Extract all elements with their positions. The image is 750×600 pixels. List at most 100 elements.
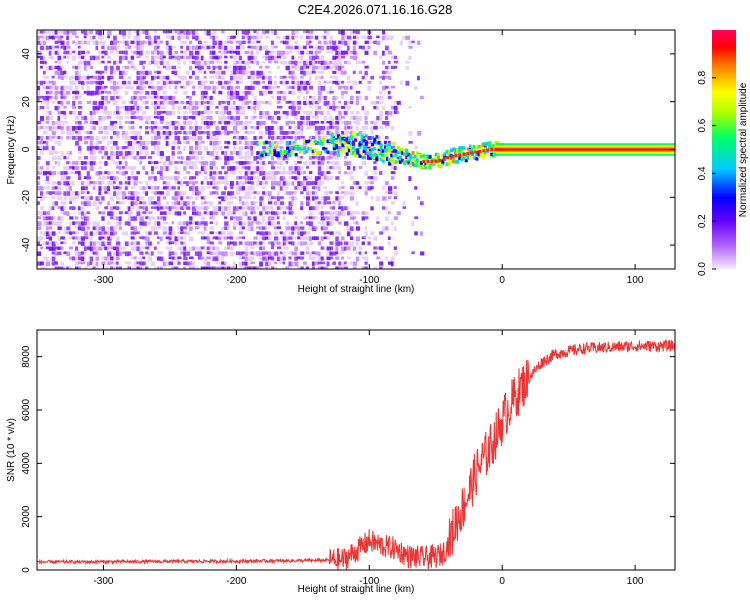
noise-cell: [224, 266, 228, 269]
noise-cell: [268, 60, 272, 64]
noise-cell: [250, 50, 254, 55]
noise-cell: [250, 186, 255, 191]
noise-cell: [107, 211, 112, 216]
noise-cell: [355, 115, 360, 121]
noise-cell: [54, 191, 59, 196]
noise-cell: [221, 30, 225, 34]
noise-cell: [393, 105, 398, 111]
noise-cell: [75, 161, 79, 166]
noise-cell: [139, 115, 144, 121]
noise-cell: [256, 231, 261, 235]
noise-cell: [300, 231, 304, 236]
noise-cell: [250, 241, 255, 246]
noise-cell: [247, 226, 253, 231]
noise-cell: [72, 30, 77, 36]
noise-cell: [253, 216, 257, 222]
noise-cell: [276, 90, 280, 95]
noise-cell: [42, 100, 47, 104]
noise-cell: [118, 201, 124, 205]
noise-cell: [60, 246, 64, 251]
noise-cell: [145, 100, 149, 105]
noise-cell: [89, 90, 94, 96]
noise-cell: [107, 226, 111, 231]
noise-cell: [95, 120, 99, 125]
noise-cell: [145, 141, 150, 145]
noise-cell: [60, 45, 64, 49]
noise-cell: [153, 176, 157, 181]
noise-cell: [320, 171, 325, 177]
noise-cell: [110, 120, 114, 126]
noise-cell: [37, 55, 41, 59]
noise-cell: [232, 196, 238, 199]
noise-cell: [54, 65, 59, 70]
noise-cell: [86, 50, 90, 54]
signal-cell: [386, 143, 390, 148]
noise-cell: [218, 171, 223, 175]
noise-cell: [384, 191, 389, 195]
noise-cell: [159, 115, 164, 121]
noise-cell: [110, 236, 114, 240]
noise-cell: [358, 60, 362, 64]
noise-cell: [136, 241, 140, 245]
noise-cell: [139, 156, 143, 160]
noise-cell: [387, 75, 392, 81]
noise-cell: [60, 211, 65, 215]
noise-cell: [133, 216, 137, 221]
noise-cell: [311, 236, 316, 240]
noise-cell: [288, 90, 292, 95]
noise-cell: [39, 236, 44, 240]
noise-cell: [37, 186, 42, 191]
noise-cell: [80, 191, 85, 195]
noise-cell: [323, 100, 328, 106]
noise-cell: [311, 55, 316, 61]
noise-cell: [367, 85, 372, 91]
noise-cell: [253, 45, 257, 50]
noise-cell: [133, 35, 138, 41]
noise-cell: [235, 80, 239, 84]
signal-cell: [426, 162, 430, 167]
noise-cell: [162, 206, 166, 210]
noise-cell: [387, 50, 392, 55]
noise-cell: [232, 50, 238, 54]
noise-cell: [189, 110, 194, 114]
signal-cell: [403, 160, 407, 165]
noise-cell: [291, 30, 296, 36]
noise-cell: [57, 226, 62, 231]
noise-cell: [282, 266, 286, 269]
noise-cell: [174, 136, 180, 141]
signal-cell: [422, 154, 426, 158]
signal-cell: [473, 145, 477, 149]
noise-cell: [420, 95, 424, 100]
noise-cell: [238, 95, 244, 101]
noise-cell: [159, 55, 164, 61]
noise-cell: [332, 45, 337, 51]
signal-cell: [258, 154, 262, 158]
noise-cell: [279, 256, 283, 261]
noise-cell: [402, 35, 406, 40]
noise-cell: [113, 186, 118, 190]
noise-cell: [86, 211, 90, 215]
noise-cell: [317, 161, 321, 165]
noise-cell: [75, 35, 79, 39]
signal-cell: [371, 155, 375, 159]
noise-cell: [273, 241, 279, 244]
noise-cell: [77, 156, 82, 161]
noise-cell: [203, 60, 207, 66]
noise-cell: [320, 256, 324, 261]
noise-cell: [294, 226, 298, 230]
noise-cell: [156, 216, 160, 220]
noise-cell: [364, 216, 369, 220]
noise-cell: [306, 231, 311, 235]
noise-cell: [183, 55, 187, 60]
noise-cell: [151, 75, 155, 81]
noise-cell: [308, 211, 313, 216]
noise-cell: [80, 261, 85, 265]
signal-cell: [386, 156, 390, 161]
spectrogram-y-axis-label: Frequency (Hz): [6, 116, 17, 185]
noise-cell: [259, 171, 263, 176]
noise-cell: [338, 55, 343, 61]
noise-cell: [113, 85, 117, 91]
noise-cell: [37, 50, 41, 55]
noise-cell: [113, 226, 118, 230]
noise-cell: [145, 90, 150, 95]
